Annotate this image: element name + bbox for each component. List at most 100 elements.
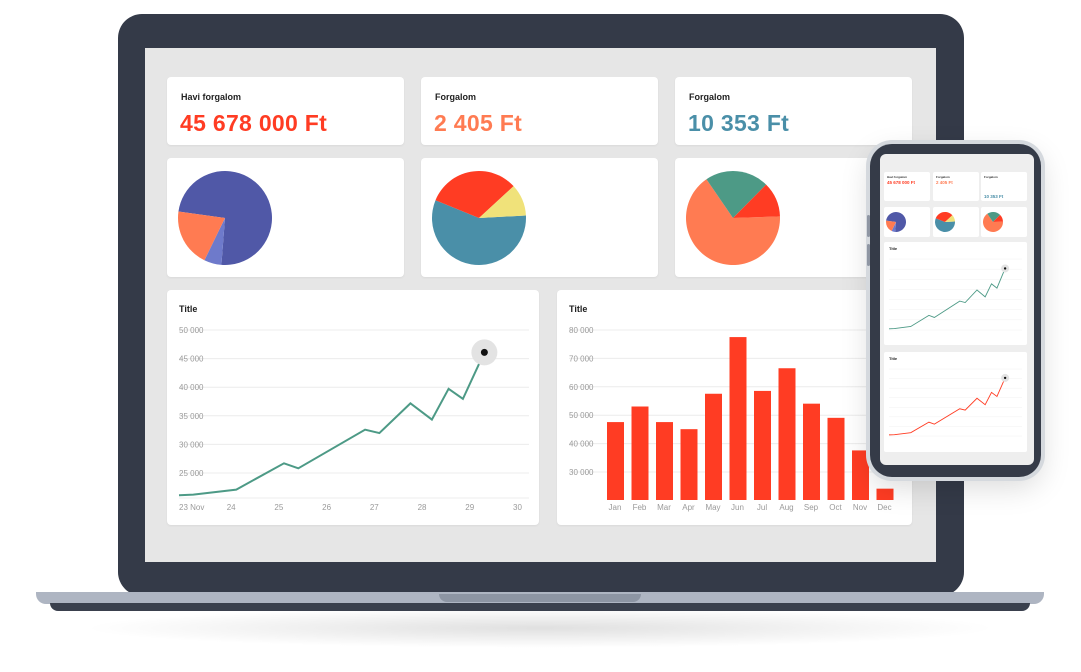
x-tick-label: Nov xyxy=(853,503,867,512)
y-tick-label: 50 000 xyxy=(179,326,204,335)
stat-value: 45 678 000 Ft xyxy=(180,110,328,136)
stat-label: Havi forgalom xyxy=(181,92,242,102)
laptop-base-bottom xyxy=(50,603,1030,611)
mobile-pie-chart-3 xyxy=(983,212,1003,232)
stat-label: Forgalom xyxy=(435,92,477,102)
mobile-stat-value: 45 678 000 Ft xyxy=(887,180,916,185)
pie-slice xyxy=(891,222,896,232)
chart-title: Title xyxy=(179,304,198,314)
pie-slice xyxy=(987,212,1001,222)
x-tick-label: May xyxy=(705,503,720,512)
pie-chart-3 xyxy=(686,171,780,265)
mobile-line-chart-2 xyxy=(888,368,1022,437)
y-tick-label: 40 000 xyxy=(569,440,594,449)
y-tick-label: 30 000 xyxy=(569,468,594,477)
pie-slice xyxy=(686,179,780,265)
mobile-chart-title: Title xyxy=(889,356,898,361)
pie-slice xyxy=(935,212,953,222)
y-tick-label: 45 000 xyxy=(179,355,204,364)
pie-slice xyxy=(178,171,272,265)
mobile-chart-title: Title xyxy=(889,246,898,251)
mobile-stat-label: Forgalom xyxy=(936,175,950,179)
x-tick-label: Jun xyxy=(731,503,744,512)
y-tick-label: 80 000 xyxy=(569,326,594,335)
bar[interactable] xyxy=(803,403,820,500)
x-tick-label: 26 xyxy=(322,503,331,512)
stat-card-monthly: Havi forgalom 45 678 000 Ft xyxy=(167,77,404,145)
x-tick-label: Apr xyxy=(682,503,695,512)
x-tick-label: 23 Nov xyxy=(179,503,204,512)
x-tick-label: 30 xyxy=(513,503,522,512)
x-tick-label: Sep xyxy=(804,503,819,512)
stat-label: Forgalom xyxy=(689,92,731,102)
bar[interactable] xyxy=(656,422,673,500)
highlight-point[interactable] xyxy=(480,348,488,356)
x-tick-label: Oct xyxy=(829,503,842,512)
mini-line-series xyxy=(888,377,1006,436)
bar-chart: 80 000 70 000 60 000 50 000 40 000 30 000 Jan F… xyxy=(569,326,912,512)
y-tick-label: 60 000 xyxy=(569,383,594,392)
y-tick-label: 70 000 xyxy=(569,354,594,363)
mobile-stat-card-revenue-2: Forgalom 10 353 Ft xyxy=(981,172,1027,201)
laptop-shadow xyxy=(80,608,1000,648)
pie-chart-1 xyxy=(178,171,272,265)
mobile-stat-value: 10 353 Ft xyxy=(984,194,1004,199)
line-chart-card: Title 50 000 45 000 40 000 35 000 30 000 25 0… xyxy=(167,290,539,525)
mobile-stat-label: Forgalom xyxy=(984,175,998,179)
pie-slice xyxy=(983,213,1003,232)
mobile-pie-card-1 xyxy=(884,207,930,237)
mobile-stat-card-revenue-1: Forgalom 2 405 Ft xyxy=(933,172,979,201)
stat-value: 10 353 Ft xyxy=(688,110,790,136)
mobile-line-chart-1 xyxy=(888,258,1022,331)
stat-value: 2 405 Ft xyxy=(434,110,523,136)
stat-card-revenue-2: Forgalom 10 353 Ft xyxy=(675,77,912,145)
y-tick-label: 50 000 xyxy=(569,411,594,420)
x-tick-label: 24 xyxy=(227,503,236,512)
phone-screen: Havi forgalom 45 678 000 Ft Forgalom 2 4… xyxy=(880,154,1034,465)
bar[interactable] xyxy=(778,368,796,500)
pie-slice xyxy=(886,212,906,232)
mobile-pie-card-3 xyxy=(981,207,1027,237)
mini-highlight-point xyxy=(1003,267,1007,270)
phone-volume-up-button xyxy=(867,215,870,237)
y-tick-label: 40 000 xyxy=(179,383,204,392)
y-tick-label: 25 000 xyxy=(179,469,204,478)
x-tick-label: Jan xyxy=(609,503,622,512)
mobile-stat-value: 2 405 Ft xyxy=(936,180,953,185)
mobile-pie-chart-1 xyxy=(886,212,906,232)
bar[interactable] xyxy=(607,422,624,500)
mobile-pie-card-2 xyxy=(933,207,979,237)
x-tick-label: Feb xyxy=(633,503,647,512)
bar[interactable] xyxy=(852,450,869,500)
bar-chart-card: Title 80 000 70 000 60 000 50 000 40 000 30 0… xyxy=(557,290,912,525)
bar[interactable] xyxy=(754,390,771,500)
pie-slice xyxy=(432,200,526,265)
bar[interactable] xyxy=(729,337,747,500)
pie-chart-2 xyxy=(432,171,526,265)
pie-slice xyxy=(993,214,1003,222)
pie-slice xyxy=(733,184,780,218)
mini-line-series xyxy=(888,268,1006,330)
x-tick-label: 28 xyxy=(418,503,427,512)
stat-card-revenue-1: Forgalom 2 405 Ft xyxy=(421,77,658,145)
bar[interactable] xyxy=(680,429,698,500)
bar[interactable] xyxy=(705,393,722,500)
pie-slice xyxy=(945,215,955,222)
pie-card-2 xyxy=(421,158,658,277)
mobile-pie-chart-2 xyxy=(935,212,955,232)
pie-slice xyxy=(178,211,225,261)
pie-slice xyxy=(706,171,767,218)
bar[interactable] xyxy=(876,488,894,500)
line-series xyxy=(178,351,486,497)
x-tick-label: 25 xyxy=(274,503,283,512)
chart-title: Title xyxy=(569,304,588,314)
pie-card-1 xyxy=(167,158,404,277)
line-chart: 50 000 45 000 40 000 35 000 30 000 25 000 23 N… xyxy=(178,326,529,512)
y-tick-label: 30 000 xyxy=(179,440,204,449)
bar[interactable] xyxy=(827,417,845,500)
x-tick-label: Jul xyxy=(757,503,767,512)
y-tick-label: 35 000 xyxy=(179,412,204,421)
x-tick-label: Dec xyxy=(877,503,891,512)
bar[interactable] xyxy=(631,406,649,501)
x-tick-label: Aug xyxy=(779,503,793,512)
